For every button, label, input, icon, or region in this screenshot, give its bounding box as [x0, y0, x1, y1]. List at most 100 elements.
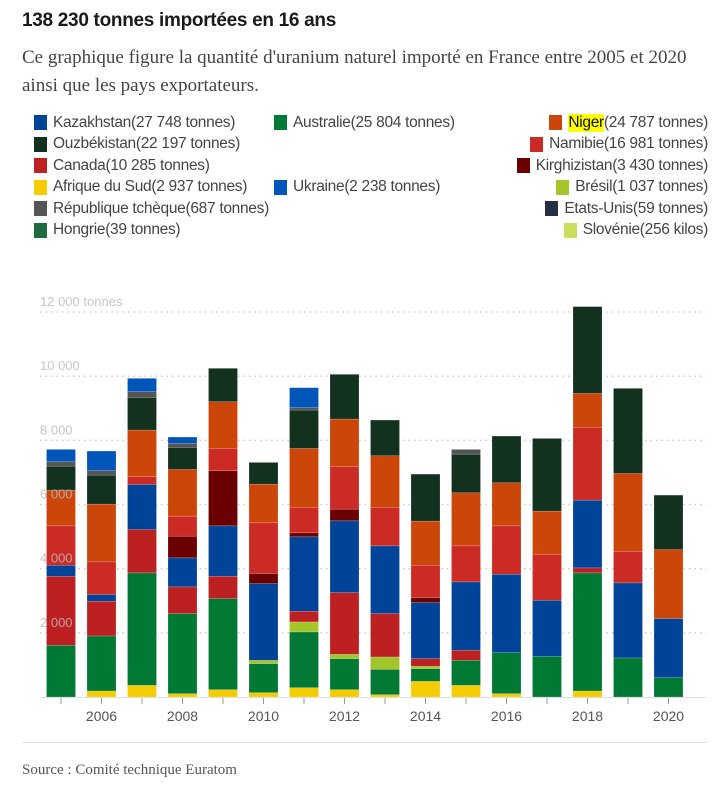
y-tick-label: 2 000: [40, 615, 73, 630]
legend-item: Kirghizistan (3 430 tonnes): [516, 155, 708, 177]
stacked-bar-chart: 2006 2008 2010 2012 2014 2016 2018 2020 2 000 4 0…: [40, 294, 706, 724]
bar-segment: [289, 448, 319, 508]
bar-segment: [329, 654, 360, 659]
bar-segment: [329, 418, 360, 468]
legend-item: Etats-Unis (59 tonnes): [545, 198, 708, 220]
bar-segment: [208, 401, 238, 449]
bar-segment: [653, 549, 684, 619]
bar-segment: [410, 658, 441, 667]
bar-segment: [289, 507, 319, 534]
bar-segment: [491, 573, 522, 653]
x-tick-label: 2020: [653, 708, 684, 724]
bar-segment: [46, 645, 76, 698]
x-tick-label: 2018: [572, 708, 603, 724]
legend-item: Ouzbékistan (22 197 tonnes): [34, 134, 274, 156]
legend-label: Ukraine: [293, 178, 345, 196]
legend-swatch: [34, 179, 47, 195]
legend-swatch: [34, 222, 47, 238]
legend-quantity: (2 238 tonnes): [344, 178, 441, 196]
bar-segment: [653, 618, 684, 678]
bar-segment: [167, 557, 198, 588]
bar-segment: [208, 575, 238, 599]
legend-quantity: (25 804 tonnes): [350, 113, 455, 131]
bar-segment: [248, 663, 279, 693]
x-tick-label: 2006: [86, 708, 117, 724]
bar-segment: [329, 374, 360, 420]
x-tick-label: 2010: [248, 708, 279, 724]
legend-swatch: [34, 201, 47, 217]
bar-segment: [491, 693, 522, 698]
bar-segment: [248, 573, 279, 584]
bar-segment: [208, 598, 238, 690]
bar-segment: [208, 448, 238, 472]
bar-segment: [46, 465, 76, 491]
bar-segment: [572, 572, 603, 692]
bar-segment: [572, 427, 603, 501]
bar-segment: [451, 492, 481, 547]
legend-label: Australie: [293, 113, 351, 131]
bar-segment: [370, 545, 400, 614]
legend-swatch: [274, 115, 287, 131]
legend-quantity: (16 981 tonnes): [603, 135, 708, 153]
x-tick-label: 2014: [410, 708, 441, 724]
bar-segment: [127, 429, 157, 478]
bar-segment: [613, 582, 643, 659]
legend-label: République tchèque: [53, 199, 186, 217]
bar-segment: [370, 419, 400, 457]
y-tick-label: 10 000: [40, 358, 80, 373]
bar-segment: [572, 499, 603, 569]
bar-segment: [127, 529, 157, 574]
legend-item: Ukraine (2 238 tonnes): [274, 177, 484, 199]
bar-segment: [329, 689, 360, 698]
divider: [22, 742, 708, 743]
bar-segment: [613, 388, 643, 474]
legend-item: Niger (24 787 tonnes): [549, 112, 708, 134]
bar-segment: [410, 666, 441, 669]
legend-item: Afrique du Sud (2 937 tonnes): [34, 177, 274, 199]
bar-segment: [451, 545, 481, 583]
bar-segment: [289, 409, 319, 449]
bar-segment: [86, 635, 117, 692]
bar-segment: [86, 690, 117, 698]
legend-swatch: [34, 136, 47, 152]
bar-segment: [451, 650, 481, 661]
chart-title: 138 230 tonnes importées en 16 ans: [22, 10, 337, 31]
bar-segment: [532, 554, 562, 601]
legend: Kazakhstan (27 748 tonnes) Australie (25 …: [34, 112, 708, 241]
bar-segment: [208, 368, 238, 402]
bar-segment: [370, 694, 400, 698]
bar-segment: [532, 599, 562, 657]
bar-segment: [370, 669, 400, 695]
bar-segment: [46, 461, 76, 467]
legend-label: Slovénie: [582, 221, 640, 239]
bar-segment: [451, 685, 481, 698]
y-tick-label: 6 000: [40, 487, 73, 502]
bar-segment: [167, 515, 198, 537]
legend-label: Kazakhstan: [53, 113, 131, 131]
bar-segment: [653, 677, 684, 698]
bar-segment: [46, 575, 76, 646]
bar-segment: [491, 482, 522, 527]
bar-segment: [572, 690, 603, 698]
bar-segment: [410, 520, 441, 566]
x-tick-label: 2008: [167, 708, 198, 724]
bar-segment: [329, 592, 360, 655]
legend-item: Slovénie (256 kilos): [563, 220, 708, 242]
bar-segment: [370, 455, 400, 508]
legend-swatch: [549, 115, 563, 131]
bar-segment: [451, 449, 481, 455]
bar-segment: [86, 561, 117, 595]
legend-quantity: (3 430 tonnes): [612, 156, 708, 174]
bar-segment: [410, 602, 441, 659]
bar-segment: [167, 586, 198, 614]
bar-segment: [289, 532, 319, 538]
bar-segment: [451, 660, 481, 686]
legend-label: Kirghizistan: [535, 156, 613, 174]
legend-quantity: (687 tonnes): [185, 199, 270, 217]
bar-segment: [289, 621, 319, 633]
bar-segment: [248, 692, 279, 698]
legend-label: Etats-Unis: [564, 199, 633, 217]
bar-segment: [329, 466, 360, 510]
bar-segment: [572, 393, 603, 428]
legend-label: Brésil: [575, 178, 613, 196]
